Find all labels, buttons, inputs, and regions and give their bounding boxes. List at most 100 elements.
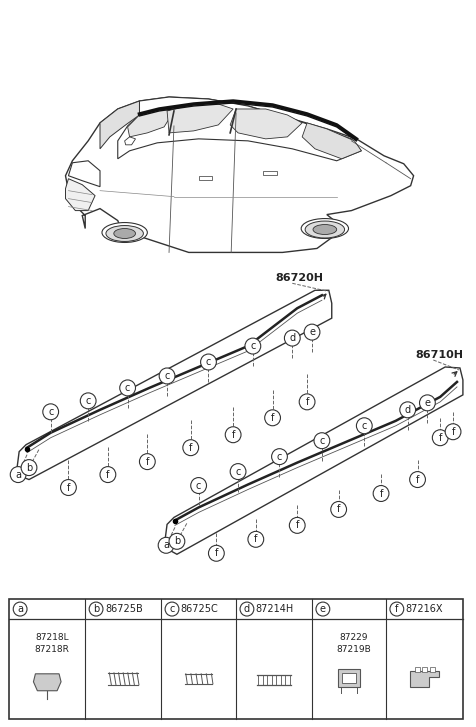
Text: f: f [188,443,192,453]
Text: f: f [437,433,441,443]
Text: f: f [106,470,109,480]
Polygon shape [164,367,462,554]
Bar [262,171,276,174]
Ellipse shape [312,225,336,235]
Text: f: f [336,505,340,515]
Text: f: f [270,413,274,423]
Text: a: a [17,604,23,614]
Circle shape [289,518,305,534]
Circle shape [304,324,319,340]
Text: 86710H: 86710H [415,350,463,360]
Circle shape [298,394,314,410]
Circle shape [409,472,425,488]
Text: e: e [319,604,325,614]
Text: f: f [254,534,257,545]
Text: c: c [48,407,53,417]
Polygon shape [128,109,174,137]
Circle shape [100,467,116,483]
Circle shape [169,534,184,550]
Circle shape [159,368,175,384]
Circle shape [139,454,155,470]
Text: f: f [305,397,308,407]
Circle shape [43,403,59,419]
Text: 87229
87219B: 87229 87219B [336,633,370,654]
Circle shape [239,602,253,616]
Polygon shape [65,179,95,211]
Bar [198,176,212,180]
Circle shape [444,424,460,440]
Bar [414,667,418,672]
Polygon shape [118,97,361,161]
Circle shape [418,395,435,411]
Bar [337,669,359,687]
Text: c: c [205,357,211,367]
Circle shape [10,467,26,483]
Circle shape [271,449,287,465]
Text: b: b [173,537,179,546]
Circle shape [230,464,246,480]
Circle shape [21,459,37,475]
Circle shape [372,486,388,502]
Text: c: c [249,341,255,351]
Ellipse shape [305,221,344,238]
Bar [341,672,355,683]
Circle shape [431,430,447,446]
Text: 86725B: 86725B [105,604,142,614]
Polygon shape [100,101,139,149]
Text: c: c [318,435,324,446]
Circle shape [13,602,27,616]
Text: c: c [164,371,169,381]
Circle shape [284,330,299,346]
Text: 87214H: 87214H [255,604,293,614]
Text: c: c [85,396,90,406]
Polygon shape [124,137,135,145]
Text: d: d [404,405,410,415]
Polygon shape [301,123,361,158]
Circle shape [264,410,280,426]
Circle shape [208,545,224,561]
Text: c: c [276,451,282,462]
Text: f: f [394,604,397,614]
Text: a: a [163,540,169,550]
Bar [422,667,426,672]
Polygon shape [167,103,233,133]
Text: c: c [235,467,240,477]
Text: 86720H: 86720H [275,273,323,284]
Bar [429,667,435,672]
Text: f: f [67,483,70,492]
Text: f: f [378,489,382,499]
Ellipse shape [114,228,135,238]
Circle shape [119,380,135,396]
Text: f: f [295,521,298,531]
Circle shape [182,440,198,456]
Text: c: c [196,481,201,491]
Text: 87216X: 87216X [405,604,442,614]
Circle shape [330,502,346,518]
Circle shape [248,531,263,547]
Text: f: f [450,427,454,437]
Bar [9,599,462,718]
Circle shape [389,602,403,616]
Ellipse shape [300,219,348,238]
Text: d: d [243,604,249,614]
Circle shape [399,402,415,418]
Text: 86725C: 86725C [180,604,218,614]
Circle shape [225,427,240,443]
Text: b: b [26,462,32,473]
Polygon shape [16,290,331,480]
Circle shape [313,433,329,449]
Circle shape [245,338,260,354]
Circle shape [356,418,371,434]
Text: b: b [93,604,99,614]
Text: f: f [214,548,218,558]
Text: d: d [288,333,295,343]
Text: a: a [15,470,21,480]
Text: c: c [169,604,174,614]
Polygon shape [230,109,301,139]
Polygon shape [68,161,100,187]
Circle shape [80,393,96,409]
Text: c: c [125,383,130,393]
Ellipse shape [102,222,147,243]
Circle shape [158,537,174,553]
Polygon shape [65,97,413,252]
